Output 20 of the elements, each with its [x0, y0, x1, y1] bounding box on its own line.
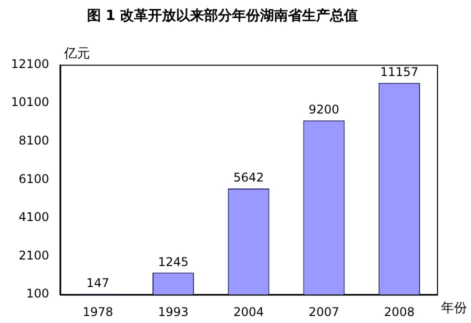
y-tick-label: 8100	[18, 134, 50, 148]
chart-title: 图 1 改革开放以来部分年份湖南省生产总值	[86, 7, 358, 24]
x-tick-label: 2007	[308, 304, 340, 319]
y-tick-label: 10100	[10, 95, 50, 110]
y-tick-label: 4100	[18, 210, 50, 224]
x-tick-label: 2004	[233, 304, 264, 319]
data-label: 1245	[158, 254, 188, 269]
data-label: 11157	[380, 64, 418, 79]
x-axis-title: 年份	[441, 300, 467, 316]
y-tick-label: 100	[26, 286, 50, 301]
y-tick-label: 6100	[18, 172, 50, 186]
y-axis-title: 亿元	[63, 46, 90, 62]
x-tick-label: 1993	[158, 304, 188, 319]
x-tick-label: 1978	[82, 304, 114, 319]
y-tick-label: 12100	[10, 56, 50, 71]
x-tick-label: 2008	[384, 304, 415, 319]
data-label: 9200	[308, 102, 340, 116]
y-tick-label: 2100	[18, 248, 50, 262]
data-label: 147	[86, 276, 110, 290]
data-label: 5642	[233, 170, 264, 185]
